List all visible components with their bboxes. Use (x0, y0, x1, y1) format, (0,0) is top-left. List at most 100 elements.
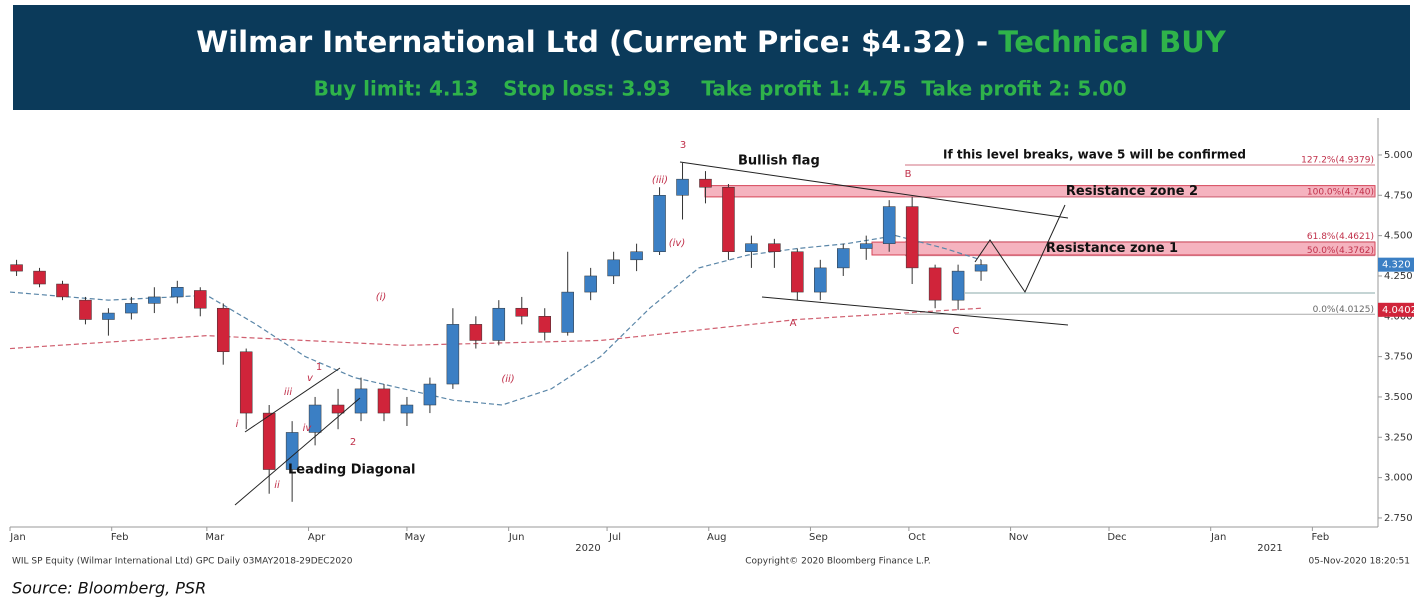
candle-body (859, 243, 873, 249)
footer-center: Copyright© 2020 Bloomberg Finance L.P. (745, 557, 930, 567)
header-title: Wilmar International Ltd (Current Price:… (196, 25, 1227, 59)
annotation: Leading Diagonal (288, 463, 415, 478)
candle-body (171, 286, 184, 298)
candle-body (584, 275, 597, 293)
level: Buy limit: 4.13 (314, 77, 479, 101)
candle-body (33, 270, 46, 285)
wave-label: ii (274, 480, 280, 491)
candle-body (928, 267, 942, 301)
x-tick-label: Jul (608, 532, 621, 543)
footer-left: WIL SP Equity (Wilmar International Ltd)… (12, 557, 353, 567)
wave-label: A (790, 318, 797, 329)
x-tick-label: May (405, 532, 426, 543)
candle-body (446, 324, 460, 385)
annotation: Bullish flag (738, 154, 820, 169)
candle-body (791, 251, 804, 293)
candle-body (745, 243, 758, 253)
y-tick-label: 3.750 (1384, 352, 1413, 363)
wave-label: i (236, 419, 239, 430)
y-tick-label: 4.500 (1384, 231, 1413, 242)
candle-body (905, 206, 919, 269)
candle-body (974, 264, 988, 272)
price-tag-label: 4.320 (1382, 260, 1411, 271)
x-tick-label: Jan (1210, 532, 1226, 543)
candle-body (882, 206, 896, 244)
projection (974, 204, 1066, 294)
price-tag (1378, 257, 1414, 272)
candle-body (354, 388, 368, 414)
candle-body (377, 388, 391, 414)
candle-body (561, 291, 574, 333)
diagonal-line (244, 367, 341, 433)
candle-body (538, 316, 551, 333)
y-tick-label: 3.250 (1384, 432, 1413, 443)
wave-label: C (953, 326, 960, 337)
candle-body (56, 283, 69, 298)
candle-body (423, 383, 437, 406)
wave-label: 1 (316, 362, 322, 373)
y-tick-label: 2.750 (1384, 513, 1413, 524)
annotation: If this level breaks, wave 5 will be con… (943, 148, 1246, 162)
fib-label: 61.8%(4.4621) (1307, 232, 1374, 242)
candle-body (148, 296, 161, 304)
y-tick-label: 3.000 (1384, 473, 1413, 484)
wave-label: (iii) (652, 175, 668, 186)
x-tick-label: Aug (707, 532, 727, 543)
candle-body (515, 307, 529, 317)
plot: 2.7503.0003.2503.5003.7504.0004.2504.500… (9, 118, 1417, 554)
candle-body (951, 270, 965, 301)
candle-body (125, 303, 138, 314)
y-tick-label: 5.000 (1384, 150, 1413, 161)
candle-body (400, 404, 414, 414)
candle-body (653, 195, 666, 253)
candle-body (194, 290, 207, 309)
wave-label: B (905, 169, 912, 180)
flag-line (761, 296, 1069, 326)
x-tick-label: Mar (205, 532, 225, 543)
candle-body (814, 267, 827, 293)
title: Wilmar International Ltd (Current Price:… (196, 25, 998, 59)
wave-label: (ii) (501, 374, 514, 385)
levels: Buy limit: 4.13 Stop loss: 3.93 Take pro… (314, 77, 1127, 101)
y-tick-label: 4.250 (1384, 271, 1413, 282)
resistance-zone (704, 185, 1376, 198)
candle-body (262, 412, 276, 470)
fib-label: 127.2%(4.9379) (1301, 155, 1374, 165)
level: Take profit 1: 4.75 (701, 77, 906, 101)
drawings (234, 161, 1375, 506)
footer: WIL SP Equity (Wilmar International Ltd)… (12, 557, 1410, 567)
moving-average (9, 307, 982, 350)
year-label: 2021 (1257, 543, 1282, 554)
wave-label: 3 (680, 140, 686, 151)
fib-label: 50.0%(4.3762) (1307, 246, 1374, 256)
candle-body (239, 351, 253, 414)
candle-body (469, 324, 483, 341)
candle-body (308, 404, 322, 433)
price-tag (1378, 302, 1414, 317)
wave-label: iii (284, 387, 293, 398)
source: Source: Bloomberg, PSR (12, 579, 206, 598)
wave-label: (iv) (669, 238, 686, 249)
x-tick-label: Feb (111, 532, 129, 543)
candle-body (676, 178, 689, 196)
candle-body (102, 312, 115, 320)
signal: Technical BUY (998, 25, 1226, 59)
x-tick-label: Nov (1009, 532, 1029, 543)
candle-body (722, 186, 735, 253)
annotations: Bullish flag Leading Diagonal If this le… (288, 148, 1246, 478)
level: Take profit 2: 5.00 (921, 77, 1126, 101)
x-tick-label: Dec (1107, 532, 1126, 543)
moving-average (9, 235, 982, 406)
fib-label: 100.0%(4.740) (1307, 187, 1374, 197)
candle-body (331, 404, 345, 414)
candle-body (607, 259, 620, 277)
header-bar (13, 5, 1410, 110)
footer-right: 05-Nov-2020 18:20:51 (1309, 557, 1410, 567)
candle-body (492, 307, 506, 341)
candle-body (10, 264, 23, 272)
x-tick-label: Jan (9, 532, 25, 543)
x-tick-label: Oct (908, 532, 925, 543)
year-label: 2020 (575, 543, 600, 554)
